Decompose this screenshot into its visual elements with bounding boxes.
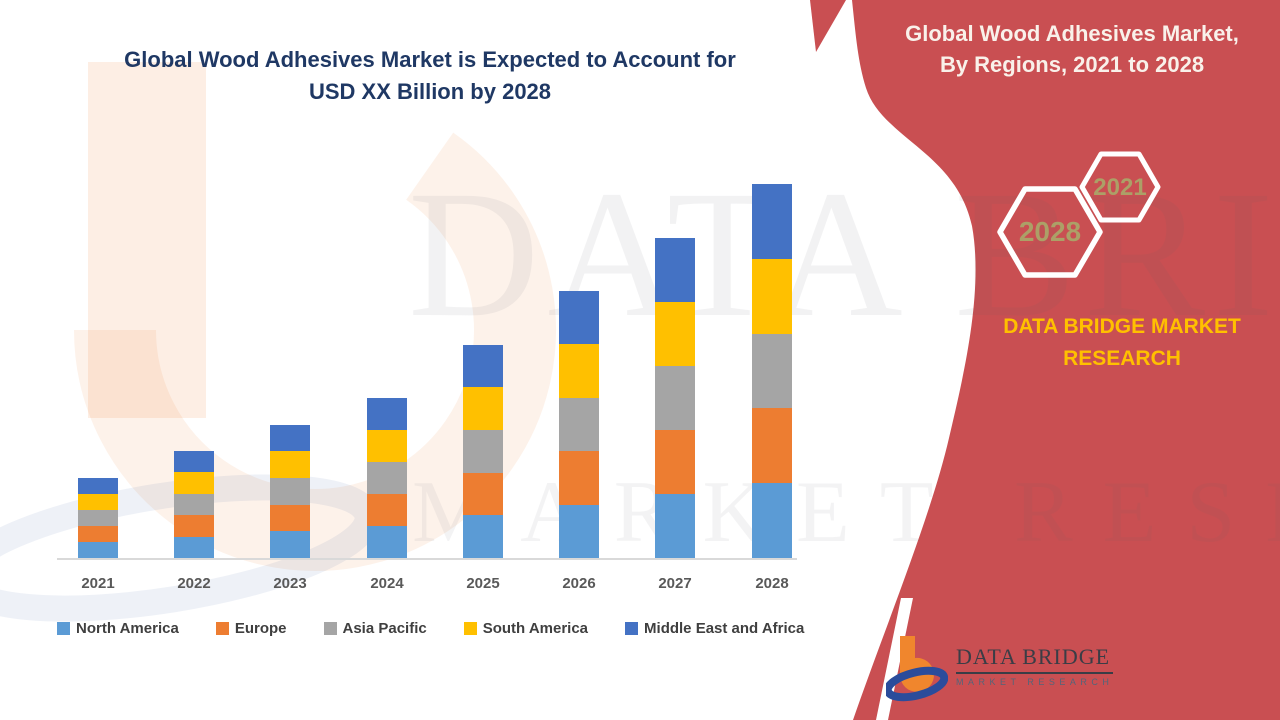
- segment-europe-2025: [463, 472, 503, 516]
- segment-asia-pacific-2026: [559, 397, 599, 452]
- chart-area: Global Wood Adhesives Market is Expected…: [57, 44, 804, 637]
- segment-asia-pacific-2024: [367, 462, 407, 494]
- chart-title-line2: USD XX Billion by 2028: [308, 79, 552, 104]
- x-label-2025: 2025: [466, 575, 500, 592]
- segment-europe-2023: [270, 504, 310, 532]
- segment-north-america-2021: [78, 542, 118, 558]
- bar-2024: [367, 398, 407, 558]
- legend-swatch-asia-pacific: [323, 622, 337, 635]
- segment-middle-east-and-africa-2025: [463, 344, 503, 388]
- segment-europe-2022: [174, 515, 214, 537]
- legend-label-south-america: South America: [482, 620, 589, 637]
- segment-europe-2028: [752, 408, 792, 484]
- red-panel-top-sliver: [810, 0, 846, 52]
- x-label-2024: 2024: [370, 575, 404, 592]
- segment-south-america-2026: [559, 344, 599, 398]
- segment-south-america-2023: [270, 451, 310, 478]
- legend-item-middle-east-and-africa: Middle East and Africa: [625, 620, 804, 637]
- segment-asia-pacific-2023: [270, 477, 310, 505]
- legend-swatch-south-america: [463, 622, 477, 635]
- legend-item-south-america: South America: [463, 620, 589, 637]
- bar-2022: [174, 451, 214, 558]
- segment-south-america-2022: [174, 472, 214, 494]
- segment-europe-2026: [559, 451, 599, 505]
- segment-south-america-2025: [463, 387, 503, 430]
- x-axis-baseline: [57, 558, 797, 560]
- bar-2025: [463, 344, 503, 558]
- segment-south-america-2024: [367, 430, 407, 462]
- segment-middle-east-and-africa-2026: [559, 291, 599, 345]
- segment-middle-east-and-africa-2028: [752, 184, 792, 259]
- legend-item-europe: Europe: [215, 620, 287, 637]
- bar-2023: [270, 424, 310, 558]
- legend-swatch-north-america: [57, 622, 70, 635]
- segment-asia-pacific-2028: [752, 333, 792, 409]
- x-label-2026: 2026: [562, 575, 596, 592]
- legend-label-north-america: North America: [76, 620, 179, 637]
- bar-2021: [78, 478, 118, 558]
- segment-south-america-2021: [78, 494, 118, 510]
- segment-middle-east-and-africa-2027: [655, 237, 695, 302]
- x-label-2027: 2027: [658, 575, 692, 592]
- bar-2027: [655, 237, 695, 558]
- x-label-2028: 2028: [755, 575, 789, 592]
- segment-middle-east-and-africa-2023: [270, 424, 310, 452]
- legend-item-asia-pacific: Asia Pacific: [323, 620, 427, 637]
- segment-north-america-2028: [752, 483, 792, 558]
- chart-legend: North America Europe Asia Pacific South Ame…: [57, 620, 804, 637]
- segment-europe-2027: [655, 429, 695, 494]
- segment-north-america-2027: [655, 493, 695, 558]
- legend-label-middle-east-and-africa: Middle East and Africa: [644, 620, 805, 637]
- segment-europe-2021: [78, 526, 118, 542]
- red-panel-bottom-slash: [876, 598, 913, 720]
- segment-asia-pacific-2021: [78, 510, 118, 526]
- segment-south-america-2028: [752, 258, 792, 334]
- segment-middle-east-and-africa-2021: [78, 478, 118, 494]
- segment-asia-pacific-2022: [174, 493, 214, 516]
- legend-item-north-america: North America: [57, 620, 179, 637]
- legend-label-europe: Europe: [234, 620, 287, 637]
- red-panel-shape: [852, 0, 1280, 720]
- legend-label-asia-pacific: Asia Pacific: [342, 620, 427, 637]
- legend-swatch-middle-east-and-africa: [625, 622, 639, 635]
- chart-title: Global Wood Adhesives Market is Expected…: [75, 44, 785, 108]
- x-label-2022: 2022: [177, 575, 211, 592]
- watermark-b-bar: [88, 62, 206, 418]
- x-label-2021: 2021: [81, 575, 115, 592]
- segment-asia-pacific-2027: [655, 365, 695, 430]
- segment-north-america-2026: [559, 504, 599, 558]
- segment-north-america-2025: [463, 515, 503, 558]
- segment-north-america-2023: [270, 531, 310, 558]
- segment-middle-east-and-africa-2022: [174, 451, 214, 473]
- legend-swatch-europe: [215, 622, 229, 635]
- bar-2026: [559, 291, 599, 558]
- segment-europe-2024: [367, 494, 407, 526]
- segment-asia-pacific-2025: [463, 429, 503, 473]
- segment-south-america-2027: [655, 301, 695, 366]
- segment-middle-east-and-africa-2024: [367, 398, 407, 430]
- chart-title-line1: Global Wood Adhesives Market is Expected…: [124, 47, 736, 72]
- segment-north-america-2022: [174, 536, 214, 558]
- x-label-2023: 2023: [273, 575, 307, 592]
- segment-north-america-2024: [367, 526, 407, 558]
- bar-2028: [752, 184, 792, 558]
